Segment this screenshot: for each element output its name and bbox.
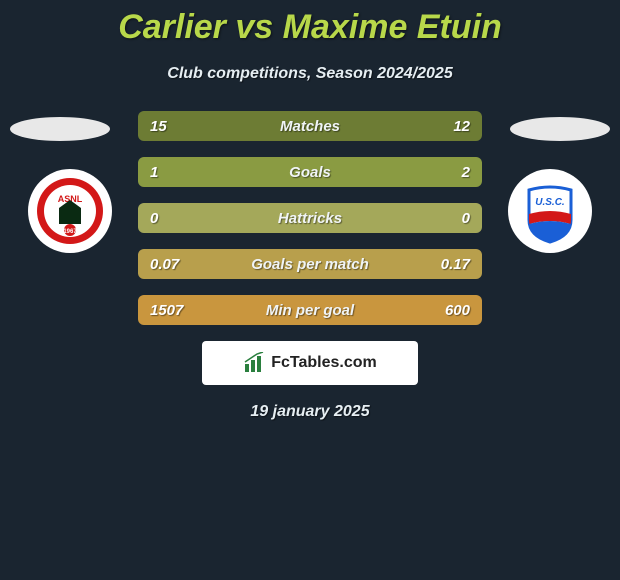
watermark: FcTables.com — [202, 341, 418, 385]
watermark-text: FcTables.com — [271, 354, 377, 372]
stat-right-value: 600 — [445, 302, 470, 319]
stat-bar-matches: 15 Matches 12 — [138, 111, 482, 141]
page-title: Carlier vs Maxime Etuin — [0, 0, 620, 47]
stat-label: Min per goal — [266, 302, 354, 319]
stat-left-value: 1507 — [150, 302, 183, 319]
page-subtitle: Club competitions, Season 2024/2025 — [0, 65, 620, 83]
stat-left-value: 0 — [150, 210, 158, 227]
stat-left-value: 0.07 — [150, 256, 179, 273]
club-logo-left: ASNL 1967 — [28, 169, 112, 253]
stat-right-value: 0 — [462, 210, 470, 227]
club-logo-right: U.S.C. — [508, 169, 592, 253]
player-oval-right — [510, 117, 610, 141]
bars-chart-icon — [243, 352, 265, 374]
club-crest-right-icon: U.S.C. — [511, 172, 589, 250]
footer-date: 19 january 2025 — [0, 403, 620, 421]
club-crest-left-icon: ASNL 1967 — [31, 172, 109, 250]
svg-text:1967: 1967 — [63, 229, 77, 235]
stat-bar-goals-per-match: 0.07 Goals per match 0.17 — [138, 249, 482, 279]
stat-bar-hattricks: 0 Hattricks 0 — [138, 203, 482, 233]
svg-text:U.S.C.: U.S.C. — [535, 197, 564, 208]
stat-label: Goals — [289, 164, 331, 181]
stat-label: Matches — [280, 118, 340, 135]
stat-label: Goals per match — [251, 256, 369, 273]
stat-bar-min-per-goal: 1507 Min per goal 600 — [138, 295, 482, 325]
stat-left-value: 1 — [150, 164, 158, 181]
stat-left-value: 15 — [150, 118, 167, 135]
stat-right-value: 0.17 — [441, 256, 470, 273]
stat-label: Hattricks — [278, 210, 342, 227]
stat-bars: 15 Matches 12 1 Goals 2 0 Hattricks 0 0.… — [138, 111, 482, 325]
player-oval-left — [10, 117, 110, 141]
stat-right-value: 2 — [462, 164, 470, 181]
stat-right-value: 12 — [453, 118, 470, 135]
stat-bar-goals: 1 Goals 2 — [138, 157, 482, 187]
comparison-content: ASNL 1967 U.S.C. 15 Matches 12 1 Goals 2… — [0, 111, 620, 421]
